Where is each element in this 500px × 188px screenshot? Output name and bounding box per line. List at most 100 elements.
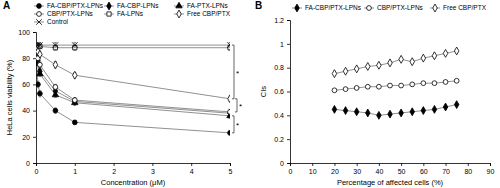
x-tick: 60: [420, 163, 428, 175]
series: [36, 42, 230, 50]
x-axis-title: Percentage of affected cells (%): [337, 178, 444, 187]
data-point: [432, 81, 437, 86]
x-tick-mark: [191, 163, 192, 166]
x-tick-mark: [152, 163, 153, 166]
x-tick-label: 0: [289, 168, 293, 175]
legend-item: FA-PTX-LPNs: [174, 2, 229, 9]
legend-item: Control: [34, 18, 69, 25]
error-bar-cap: [73, 105, 76, 106]
x-tick-mark: [312, 163, 313, 166]
annotation: *: [236, 121, 239, 130]
y-tick-mark: [33, 163, 36, 164]
y-tick: 100: [18, 29, 36, 36]
error-bar-cap: [36, 87, 39, 88]
series: [36, 42, 230, 102]
error-bar-cap: [38, 76, 41, 77]
x-tick-label: 20: [331, 168, 339, 175]
error-bar-cap: [38, 90, 41, 91]
data-point: [454, 78, 459, 83]
x-tick-label: 2: [112, 168, 116, 175]
data-point: [443, 80, 448, 85]
x-axis: 012345: [35, 163, 233, 175]
error-bar-cap: [229, 42, 231, 43]
data-point: [53, 61, 58, 69]
error-bar-cap: [38, 42, 41, 43]
error-bar-cap: [73, 47, 76, 48]
error-bar: [73, 120, 76, 124]
x-tick-label: 10: [309, 168, 317, 175]
data-point: [410, 108, 415, 116]
y-tick: 40: [22, 107, 36, 114]
legend-label: FA-PTX-LPNs: [187, 2, 229, 9]
data-point: [454, 47, 459, 55]
data-point: [332, 70, 337, 78]
data-point: [454, 101, 459, 109]
x-tick-mark: [446, 163, 447, 166]
error-bar-cap: [229, 118, 231, 119]
data-point: [343, 107, 348, 115]
x-tick: 40: [375, 163, 383, 175]
data-point: [388, 59, 393, 67]
legend: FA-CBP/PTX-LPNsCBP/PTX-LPNsFree CBP/PTX: [292, 4, 487, 12]
error-bar-cap: [54, 42, 57, 43]
bracket: [232, 116, 234, 133]
annotations: ***: [232, 45, 242, 133]
legend-marker: [37, 12, 42, 17]
legend-label: FA-LPNs: [117, 10, 144, 17]
series: [36, 42, 230, 48]
data-point: [53, 42, 59, 48]
x-tick: 0: [35, 163, 39, 175]
data-point: [399, 55, 404, 63]
data-point: [73, 97, 78, 105]
data-point: [52, 91, 58, 97]
legend-item: FA-LPNs: [104, 10, 144, 17]
data-point: [388, 110, 393, 118]
data-point: [354, 108, 359, 116]
y-tick: 1.2: [274, 17, 290, 24]
x-tick: 5: [229, 163, 233, 175]
data-point: [388, 83, 393, 88]
y-tick: 0.8: [274, 64, 290, 71]
legend-marker: [295, 4, 300, 12]
series-line: [36, 48, 230, 114]
x-tick: 50: [398, 163, 406, 175]
data-point: [354, 65, 359, 73]
legend-label: CBP/PTX-LPNs: [47, 10, 94, 17]
y-tick-label: 0: [280, 160, 284, 167]
data-point: [37, 70, 43, 76]
y-tick-label: 80: [22, 55, 30, 62]
x-tick: 20: [331, 163, 339, 175]
y-tick: 60: [22, 81, 36, 88]
y-tick-label: 0: [26, 160, 30, 167]
x-tick-mark: [334, 163, 335, 166]
data-point: [410, 58, 415, 66]
legend-item: FA-CBP/PTX-LPNs: [292, 4, 362, 12]
y-tick-mark: [287, 68, 290, 69]
data-point: [227, 42, 230, 48]
legend-item: CBP/PTX-LPNs: [364, 4, 424, 11]
series-line: [334, 81, 456, 91]
x-axis-title: Concentration (μM): [101, 178, 166, 187]
y-tick: 0: [26, 160, 36, 167]
x-tick-mark: [379, 163, 380, 166]
y-tick-label: 20: [22, 134, 30, 141]
series: [332, 101, 459, 120]
x-tick-label: 40: [375, 168, 383, 175]
x-tick: 0: [289, 163, 293, 175]
y-axis-line: [287, 21, 291, 164]
x-tick-label: 1: [73, 168, 77, 175]
y-tick: 80: [22, 55, 36, 62]
series: [36, 46, 230, 114]
series-line: [36, 45, 230, 48]
x-axis: 0102030405060708090: [289, 163, 495, 175]
series-line: [334, 51, 456, 74]
data-point: [72, 120, 77, 125]
error-bar-cap: [73, 42, 76, 43]
x-tick-mark: [401, 163, 402, 166]
data-point: [343, 67, 348, 75]
x-tick: 80: [464, 163, 472, 175]
data-point: [332, 105, 337, 113]
x-tick: 10: [309, 163, 317, 175]
x-tick: 3: [151, 163, 155, 175]
y-tick-label: 0.8: [274, 64, 284, 71]
